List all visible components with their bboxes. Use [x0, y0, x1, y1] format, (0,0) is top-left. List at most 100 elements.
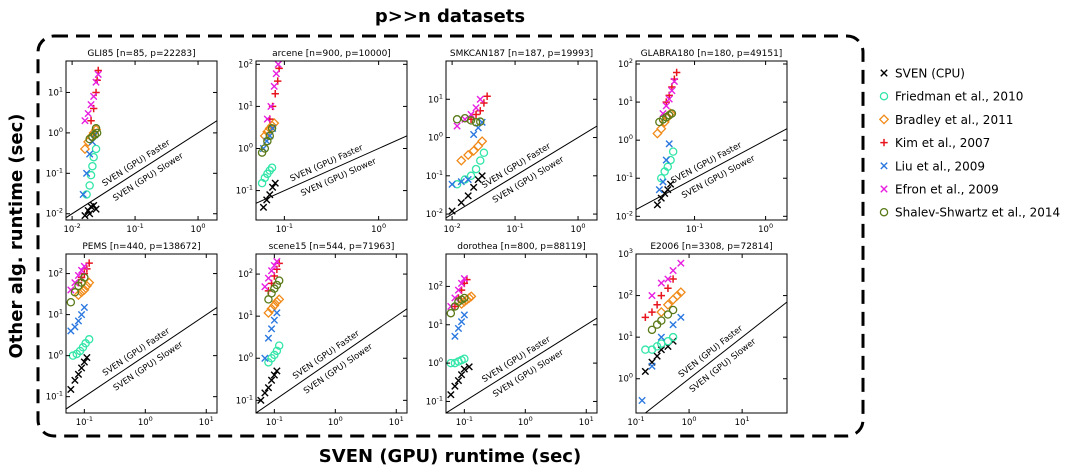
data-point — [84, 335, 94, 344]
data-point — [261, 354, 269, 362]
data-point — [476, 95, 484, 103]
data-point — [464, 192, 472, 200]
data-point — [70, 288, 80, 297]
subplot-7: dorothea [n=800, p=88119]SVEN (GPU) Fast… — [426, 242, 598, 428]
subplot-title: GLABRA180 [n=180, p=49151] — [641, 49, 783, 59]
data-point — [87, 117, 95, 125]
data-point — [94, 70, 102, 79]
data-point — [67, 385, 75, 394]
data-point — [469, 183, 478, 192]
x-tick-label: 100 — [371, 222, 386, 235]
data-point — [268, 183, 277, 191]
axes-box — [445, 253, 598, 414]
legend-item: Kim et al., 2007 — [880, 136, 990, 150]
subplot-title: E2006 [n=3308, p=72814] — [650, 242, 772, 252]
data-point — [663, 336, 673, 346]
data-point — [670, 77, 679, 86]
data-point — [479, 148, 489, 158]
data-point — [89, 104, 98, 113]
subplot-title: GLI85 [n=85, p=22283] — [87, 49, 195, 59]
y-tick-label: 100 — [48, 126, 63, 139]
legend-marker — [879, 91, 889, 101]
x-tick-label: 10-2 — [443, 222, 460, 235]
data-point — [454, 286, 463, 294]
data-point — [80, 273, 89, 282]
data-point — [92, 205, 100, 213]
axes-box — [445, 60, 598, 221]
data-point — [648, 291, 656, 300]
data-point — [656, 307, 667, 318]
legend: SVEN (CPU) Friedman et al., 2010 Bradley e… — [878, 67, 1060, 220]
data-point — [657, 279, 666, 287]
data-point — [273, 265, 281, 273]
legend-item: Friedman et al., 2010 — [879, 90, 1023, 104]
y-tick-label: 101 — [48, 308, 63, 321]
legend-label: Efron et al., 2009 — [895, 183, 999, 197]
data-point — [80, 358, 89, 366]
x-tick-label: 100 — [518, 415, 533, 428]
data-point — [467, 110, 475, 119]
legend-label: Bradley et al., 2011 — [895, 113, 1013, 127]
data-point — [456, 155, 467, 166]
data-point — [270, 82, 278, 91]
identity-line — [446, 317, 597, 413]
x-tick-label: 10-1 — [266, 415, 283, 428]
data-point — [81, 117, 89, 125]
figure-suptitle: p>>n datasets — [375, 6, 525, 27]
data-point — [74, 370, 83, 379]
data-point — [641, 313, 650, 322]
data-point — [85, 134, 94, 144]
data-point — [452, 115, 462, 124]
data-point — [669, 266, 677, 275]
subplot-5: PEMS [n=440, p=138672]SVEN (GPU) FasterS… — [46, 242, 218, 428]
axes-box — [635, 253, 788, 414]
legend-item: Efron et al., 2009 — [880, 183, 999, 197]
subplot-title: scene15 [n=544, p=71963] — [269, 242, 395, 252]
y-tick-label: 100 — [238, 351, 253, 364]
data-point — [677, 313, 685, 322]
data-point — [657, 194, 665, 202]
data-point — [264, 334, 273, 342]
y-tick-label: 100 — [618, 133, 633, 146]
data-point — [272, 69, 280, 78]
data-point — [71, 323, 79, 331]
identity-line — [645, 301, 787, 413]
data-point — [457, 279, 466, 288]
data-point — [267, 289, 276, 298]
data-point — [267, 376, 276, 384]
data-point — [465, 363, 473, 371]
data-point — [457, 318, 466, 326]
data-point — [451, 332, 459, 340]
data-point — [663, 310, 673, 319]
data-point — [448, 180, 456, 188]
data-point — [476, 107, 484, 115]
y-tick-label: 10-2 — [426, 207, 443, 220]
data-point — [653, 201, 662, 209]
data-point — [483, 92, 491, 100]
data-point — [669, 320, 677, 329]
y-tick-label: 102 — [428, 279, 443, 292]
y-tick-label: 10-1 — [46, 390, 63, 403]
data-point — [80, 303, 89, 312]
data-points — [448, 92, 491, 215]
subplot-1: GLI85 [n=85, p=22283]SVEN (GPU) FasterSV… — [46, 49, 218, 235]
y-tick-label: 100 — [428, 356, 443, 369]
data-point — [672, 68, 681, 77]
data-point — [648, 362, 656, 370]
data-point — [85, 150, 94, 158]
data-point — [77, 266, 86, 275]
identity-line — [446, 125, 597, 219]
data-point — [89, 92, 98, 101]
data-point — [653, 352, 661, 360]
data-point — [460, 293, 469, 303]
data-point — [263, 307, 274, 318]
data-point — [94, 66, 102, 75]
data-point — [662, 156, 670, 164]
data-point — [662, 102, 670, 110]
data-point — [270, 371, 279, 379]
data-point — [272, 280, 282, 290]
subplot-4: GLABRA180 [n=180, p=49151]SVEN (GPU) Fas… — [616, 49, 788, 235]
data-point — [466, 171, 476, 181]
data-point — [71, 376, 79, 385]
